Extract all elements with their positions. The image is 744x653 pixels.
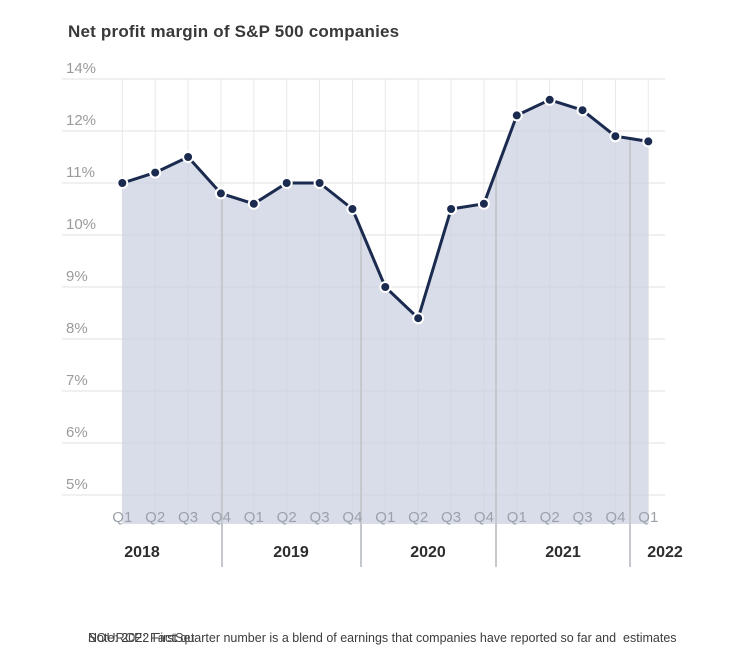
x-axis-quarter-label: Q4 <box>211 509 231 526</box>
x-axis-year-label: 2021 <box>545 544 581 561</box>
x-axis-quarter-label: Q3 <box>573 509 593 526</box>
chart-title: Net profit margin of S&P 500 companies <box>68 22 400 41</box>
x-axis-quarter-label: Q3 <box>178 509 198 526</box>
x-axis-quarter-label: Q1 <box>638 509 658 526</box>
x-axis-quarter-label: Q1 <box>507 509 527 526</box>
y-axis-tick-label: 12% <box>66 112 96 129</box>
data-point[interactable] <box>445 203 458 215</box>
data-point[interactable] <box>412 312 425 325</box>
y-axis-tick-label: 14% <box>66 60 96 77</box>
x-axis-quarter-label: Q4 <box>342 509 362 526</box>
profit-margin-area-chart: 5% 6% 7% 8% 9% 10% 11% 12% 14% Q1 Q2 Q3 Q4 Q1 Q2 Q3 Q4 Q1… <box>62 60 683 567</box>
y-axis-tick-label: 11% <box>66 164 95 181</box>
x-axis-year-label: 2018 <box>124 544 160 561</box>
x-axis-quarter-label: Q2 <box>277 509 297 526</box>
y-axis-tick-label: 6% <box>66 424 88 441</box>
x-axis-year-label: 2019 <box>273 544 309 561</box>
x-axis-quarter-label: Q2 <box>145 509 165 526</box>
x-axis-quarter-label: Q2 <box>540 509 560 526</box>
y-axis-tick-label: 7% <box>66 372 88 389</box>
data-point[interactable] <box>346 203 359 215</box>
x-axis-quarter-label: Q2 <box>408 509 428 526</box>
y-axis-tick-label: 5% <box>66 476 88 493</box>
x-axis-quarter-label: Q4 <box>605 509 625 526</box>
data-point[interactable] <box>576 104 589 117</box>
x-axis-year-label: 2020 <box>410 544 446 561</box>
y-axis-tick-label: 8% <box>66 320 88 337</box>
x-axis-quarter-label: Q3 <box>310 509 330 526</box>
data-point[interactable] <box>609 130 622 143</box>
data-point[interactable] <box>543 93 556 106</box>
data-point[interactable] <box>182 151 195 163</box>
data-point[interactable] <box>214 187 227 200</box>
data-point[interactable] <box>149 166 162 179</box>
y-axis-tick-label: 9% <box>66 268 88 285</box>
data-point[interactable] <box>510 109 523 122</box>
x-axis-year-label: 2022 <box>647 544 683 561</box>
x-axis-quarter-label: Q1 <box>244 509 264 526</box>
data-point[interactable] <box>313 177 326 189</box>
data-point[interactable] <box>280 177 293 189</box>
data-point[interactable] <box>116 177 129 189</box>
data-point[interactable] <box>247 197 260 210</box>
note-text: Note: 2022 First quarter number is a ble… <box>88 586 677 653</box>
note-line-1: Note: 2022 First quarter number is a ble… <box>88 631 677 645</box>
x-axis-quarter-label: Q4 <box>474 509 494 526</box>
x-axis-quarter-label: Q3 <box>441 509 461 526</box>
x-axis-quarter-label: Q1 <box>375 509 395 526</box>
data-point[interactable] <box>477 197 490 210</box>
data-point[interactable] <box>379 281 392 293</box>
y-axis-tick-label: 10% <box>66 216 96 233</box>
source-text: SOURCE: FactSet <box>88 631 195 645</box>
x-axis-quarter-label: Q1 <box>112 509 132 526</box>
data-point[interactable] <box>642 135 655 148</box>
